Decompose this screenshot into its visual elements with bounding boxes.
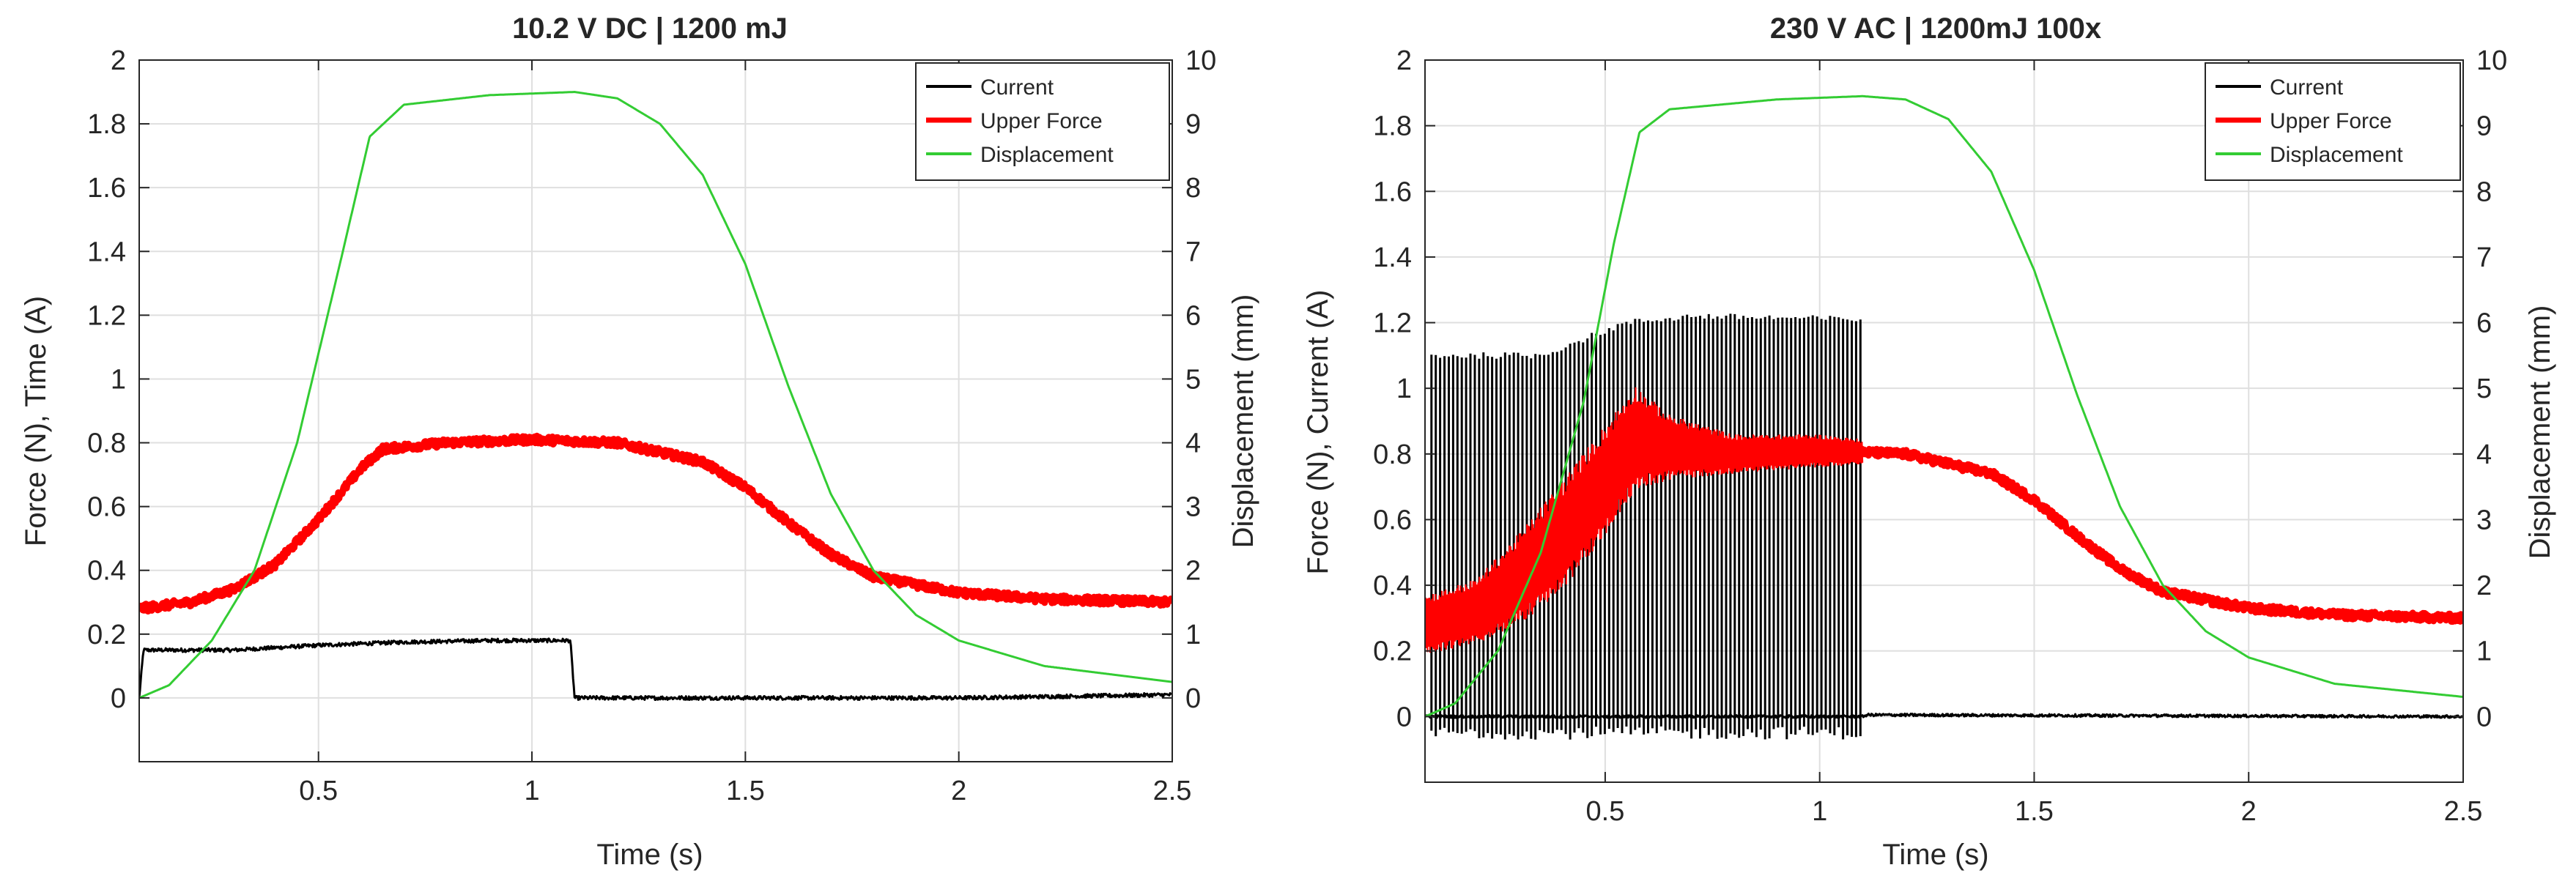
x-axis-label: Time (s) [596, 839, 703, 871]
legend-label: Current [2270, 75, 2344, 100]
y2-tick-label: 9 [1185, 109, 1201, 140]
displacement-line [1425, 94, 2463, 718]
axes-box [138, 59, 1173, 762]
x-axis-label: Time (s) [1882, 839, 1988, 871]
y-tick-label: 2 [1396, 45, 1412, 76]
series-layer [139, 91, 1172, 701]
y-tick-label: 0.2 [1373, 636, 1412, 667]
y-tick-label: 0.8 [1373, 439, 1412, 470]
x-tick-label: 2.5 [1153, 776, 1192, 806]
y-tick-label: 1.2 [1373, 308, 1412, 339]
y-tick-label: 0.6 [87, 492, 126, 523]
y-tick-label: 0.6 [1373, 505, 1412, 535]
y2-tick-label: 5 [2476, 374, 2492, 404]
y2-tick-label: 3 [1185, 492, 1201, 523]
y-axis-label: Force (N), Current (A) [1302, 290, 1334, 575]
y-tick-label: 0.8 [87, 428, 126, 459]
x-tick-label: 0.5 [1586, 796, 1625, 827]
y2-tick-label: 7 [1185, 237, 1201, 267]
legend-label: Displacement [980, 143, 1114, 167]
x-tick-label: 1.5 [2015, 796, 2054, 827]
y2-tick-label: 8 [1185, 173, 1201, 204]
x-tick-label: 0.5 [299, 776, 338, 806]
chart-dc: 10.2 V DC | 1200 mJ Time (s) Force (N), … [20, 12, 1259, 871]
legend-label: Upper Force [980, 109, 1103, 133]
y2-tick-label: 4 [2476, 439, 2492, 470]
chart-ac: 230 V AC | 1200mJ 100x Time (s) Force (N… [1302, 12, 2556, 871]
axes-box [1424, 59, 2464, 783]
legend: Current Upper Force Displacement [2205, 62, 2461, 181]
y-tick-label: 0 [1396, 702, 1412, 732]
chart-title: 230 V AC | 1200mJ 100x [1770, 12, 2101, 45]
y-tick-label: 1.4 [1373, 242, 1412, 273]
y-tick-label: 1.4 [87, 237, 126, 267]
y-tick-label: 1.6 [1373, 177, 1412, 207]
legend-label: Upper Force [2270, 109, 2392, 133]
y-tick-label: 1 [1396, 374, 1412, 404]
upper-force-line [1425, 431, 2463, 630]
y-tick-label: 1.8 [1373, 111, 1412, 142]
y2-tick-label: 6 [1185, 300, 1201, 331]
x-tick-label: 2.5 [2444, 796, 2483, 827]
y-tick-label: 1.6 [87, 173, 126, 204]
y-tick-label: 1.8 [87, 109, 126, 140]
current-line [139, 637, 1172, 701]
y2-tick-label: 0 [1185, 683, 1201, 714]
displacement-line [139, 91, 1172, 699]
y2-tick-label: 3 [2476, 505, 2492, 535]
y2-tick-label: 1 [2476, 636, 2492, 667]
x-tick-label: 1 [1812, 796, 1827, 827]
upper-force-line [139, 432, 1172, 614]
y-tick-label: 1.2 [87, 300, 126, 331]
y2-tick-label: 8 [2476, 177, 2492, 207]
y-tick-label: 0.4 [1373, 571, 1412, 601]
legend: Current Upper Force Displacement [915, 62, 1170, 181]
y2-tick-label: 2 [2476, 571, 2492, 601]
x-tick-label: 1.5 [726, 776, 765, 806]
y2-tick-label: 10 [1185, 45, 1216, 76]
x-tick-label: 1 [524, 776, 539, 806]
y2-tick-label: 6 [2476, 308, 2492, 339]
x-tick-label: 2 [951, 776, 966, 806]
y2-tick-label: 0 [2476, 702, 2492, 732]
x-tick-label: 2 [2241, 796, 2257, 827]
y-tick-label: 0.2 [87, 620, 126, 650]
y2-tick-label: 9 [2476, 111, 2492, 142]
y2-axis-label: Displacement (mm) [1227, 294, 1259, 549]
legend-label: Current [980, 75, 1054, 100]
y2-tick-label: 5 [1185, 364, 1201, 395]
y-tick-label: 2 [111, 45, 126, 76]
y2-tick-label: 1 [1185, 620, 1201, 650]
y-tick-label: 1 [111, 364, 126, 395]
y-tick-label: 0.4 [87, 556, 126, 587]
chart-title: 10.2 V DC | 1200 mJ [512, 12, 788, 45]
y-axis-label: Force (N), Time (A) [20, 296, 52, 546]
y2-tick-label: 10 [2476, 45, 2507, 76]
y2-tick-label: 7 [2476, 242, 2492, 273]
series-layer [1425, 94, 2463, 740]
y-tick-label: 0 [111, 683, 126, 714]
y2-tick-label: 4 [1185, 428, 1201, 459]
current-line [1425, 712, 2463, 719]
y2-tick-label: 2 [1185, 556, 1201, 587]
legend-label: Displacement [2270, 143, 2403, 167]
y2-axis-label: Displacement (mm) [2524, 305, 2556, 560]
